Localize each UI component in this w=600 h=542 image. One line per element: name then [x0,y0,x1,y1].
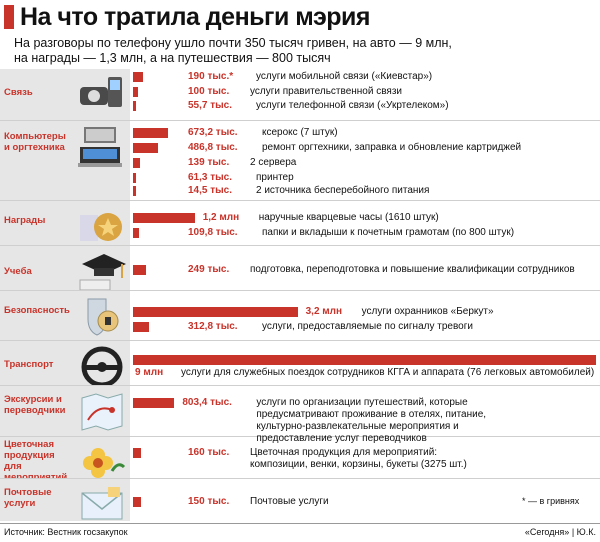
bar [133,355,596,365]
value-label: 486,8 тыс. [188,142,238,153]
subtitle: На разговоры по телефону ушло почти 350 … [14,36,514,66]
bar [133,228,139,238]
bar [133,143,159,153]
category-label: Почтовые услуги [4,487,52,509]
value-label: 249 тыс. [188,264,230,275]
category-label: Компьютеры и оргтехника [4,131,66,153]
value-label: 160 тыс. [188,447,230,458]
shield-lock-icon [78,295,128,344]
bar-description: 2 источника бесперебойного питания [256,185,430,196]
row-separator [0,436,600,437]
row-separator [0,340,600,341]
bar-description: услуги для служебных поездок сотрудников… [181,367,595,378]
value-label: 190 тыс.* [188,71,234,82]
row-separator [0,120,600,121]
bar-description: 2 сервера [250,157,297,168]
value-label: 109,8 тыс. [188,227,238,238]
bar-description: Почтовые услуги [250,496,329,507]
bar-description: услуги телефонной связи («Укртелеком») [256,100,449,111]
computer-icon [78,125,128,174]
value-label: 9 млн [135,367,164,378]
credit-text: «Сегодня» | Ю.К. [524,527,596,537]
category-label: Транспорт [4,359,54,370]
value-label: 55,7 тыс. [188,100,233,111]
category-label: Учеба [4,266,32,277]
row-separator [0,290,600,291]
bar-description: услуги по организации путешествий, котор… [256,397,487,444]
category-label: Награды [4,215,46,226]
bar-description: ксерокс (7 штук) [262,127,338,138]
value-label: 803,4 тыс. [182,397,232,408]
bar [133,128,168,138]
value-label: 312,8 тыс. [188,321,238,332]
flower-icon [78,441,128,490]
phone-icon [78,73,128,122]
subtitle-line-2: на награды — 1,3 млн, а на путешествия —… [14,51,331,65]
map-icon [78,390,128,439]
subtitle-line-1: На разговоры по телефону ушло почти 350 … [14,36,452,50]
bar [133,173,137,183]
value-label: 14,5 тыс. [188,185,233,196]
bar-description: принтер [256,172,294,183]
bar-description: Цветочная продукция для мероприятий: ком… [250,447,467,470]
title-text: На что тратила деньги мэрия [20,2,370,31]
bar [133,307,298,317]
title-marker [4,5,14,29]
category-label: Цветочная продукция для мероприятий [4,439,67,483]
value-label: 139 тыс. [188,157,230,168]
bar [133,265,146,275]
value-label: 61,3 тыс. [188,172,233,183]
bar-description: подготовка, переподготовка и повышение к… [250,264,575,275]
value-label: 3,2 млн [305,306,343,317]
bar [133,87,139,97]
row-separator [0,478,600,479]
value-label: 150 тыс. [188,496,230,507]
bar-description: услуги мобильной связи («Киевстар») [256,71,433,82]
footer: Источник: Вестник госзакупок «Сегодня» |… [0,523,600,542]
currency-note: * — в гривнях [522,496,580,506]
bar-description: услуги правительственной связи [250,86,403,97]
bar [133,72,143,82]
category-label: Связь [4,87,33,98]
bar [133,448,142,458]
value-label: 1,2 млн [202,212,240,223]
bar-description: наручные кварцевые часы (1610 штук) [258,212,439,223]
bar [133,398,175,408]
graduation-cap-icon [78,250,128,299]
bar [133,101,136,111]
row-separator [0,200,600,201]
page-title: На что тратила деньги мэрия [4,2,370,32]
bar-description: ремонт оргтехники, заправка и обновление… [262,142,522,153]
medal-icon [78,205,128,254]
bar [133,213,195,223]
category-label: Безопасность [4,305,70,316]
row-separator [0,245,600,246]
bar [133,322,150,332]
source-text: Источник: Вестник госзакупок [4,527,128,537]
bar [133,497,141,507]
value-label: 673,2 тыс. [188,127,238,138]
row-separator [0,385,600,386]
envelope-icon [78,483,128,532]
bar-description: услуги охранников «Беркут» [361,306,494,317]
category-label: Экскурсии и переводчики [4,394,66,416]
bar [133,186,136,196]
value-label: 100 тыс. [188,86,230,97]
bar [133,158,141,168]
bar-description: папки и вкладыши к почетным грамотам (по… [262,227,515,238]
bar-description: услуги, предоставляемые по сигналу трево… [262,321,473,332]
